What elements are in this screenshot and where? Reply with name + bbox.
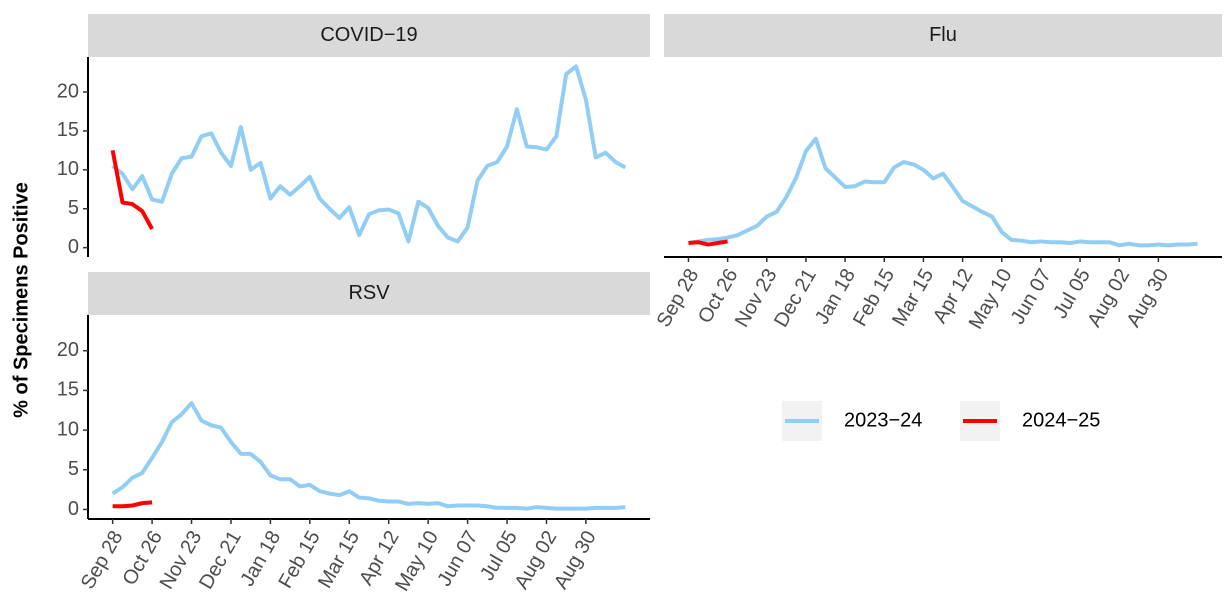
facet-title: COVID−19	[320, 24, 417, 46]
x-tick-label: Jun 07	[1007, 265, 1056, 328]
y-tick-label: 15	[57, 119, 79, 141]
y-tick-label: 10	[57, 418, 79, 440]
y-tick-label: 0	[68, 236, 79, 258]
strip	[88, 272, 650, 315]
x-tick-label: Sep 28	[653, 265, 704, 331]
y-tick-label: 15	[57, 379, 79, 401]
series-line	[688, 239, 728, 247]
facet-title: RSV	[348, 282, 390, 304]
strip	[664, 14, 1222, 57]
series-line	[688, 136, 1198, 248]
y-tick-label: 10	[57, 158, 79, 180]
series-line	[111, 401, 626, 511]
legend-label: 2023−24	[844, 409, 922, 431]
facet-title: Flu	[929, 24, 957, 46]
y-tick-label: 20	[57, 80, 79, 102]
series-line	[111, 64, 627, 244]
series-line	[112, 500, 153, 509]
x-tick-label: Jun 07	[433, 527, 482, 590]
strip	[88, 14, 650, 57]
x-tick-label: Sep 28	[77, 527, 128, 593]
y-tick-label: 5	[68, 197, 79, 219]
legend-label: 2024−25	[1022, 409, 1100, 431]
y-axis-label: % of Specimens Positive	[10, 182, 32, 418]
series-line	[110, 150, 154, 230]
y-tick-label: 0	[68, 498, 79, 520]
y-tick-label: 5	[68, 458, 79, 480]
y-tick-label: 20	[57, 339, 79, 361]
